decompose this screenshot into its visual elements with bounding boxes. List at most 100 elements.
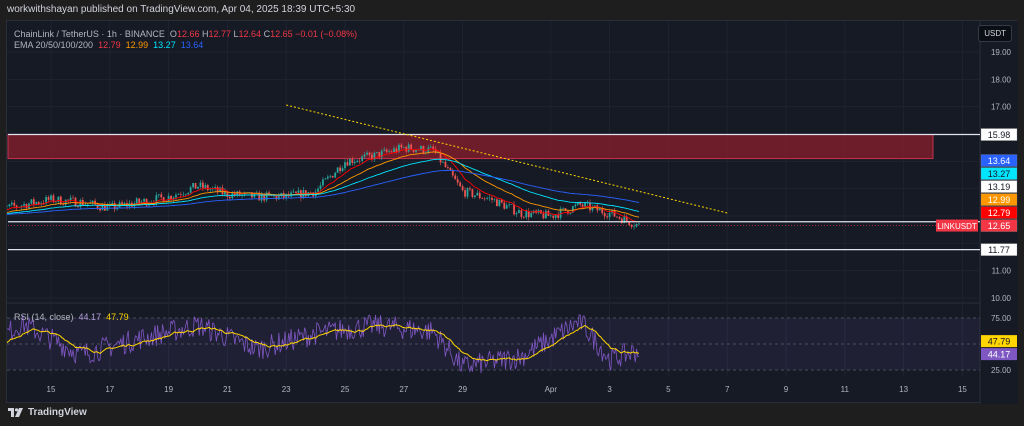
rsi-value-label: 47.79 bbox=[988, 337, 1011, 347]
candle-body bbox=[84, 204, 87, 206]
tradingview-logo[interactable]: TradingView bbox=[8, 407, 87, 418]
candle-body bbox=[476, 192, 479, 196]
candle-body bbox=[618, 217, 621, 219]
candle-body bbox=[356, 160, 359, 162]
ema200-line bbox=[7, 169, 640, 215]
candle-body bbox=[15, 205, 18, 208]
candle-body bbox=[177, 194, 180, 195]
candle-body bbox=[265, 192, 268, 201]
rsi-legend[interactable]: RSI (14, close) 44.17 47.79 bbox=[14, 312, 129, 322]
tradingview-logo-icon bbox=[8, 408, 23, 417]
candle-body bbox=[562, 208, 564, 209]
open-label: O bbox=[169, 29, 177, 39]
x-tick-label: 25 bbox=[341, 385, 350, 394]
price-label-text: 12.65 bbox=[988, 221, 1011, 231]
rsi-value-label-box bbox=[981, 348, 1017, 361]
x-tick-label: 15 bbox=[958, 385, 967, 394]
price-label-15.98: 15.98 bbox=[980, 128, 1018, 141]
candle-body bbox=[503, 202, 506, 209]
symbol-title[interactable]: ChainLink / TetherUS · 1h · BINANCE bbox=[14, 29, 165, 39]
candle-body bbox=[581, 204, 584, 207]
candle-body bbox=[7, 206, 8, 207]
candle-body bbox=[304, 190, 307, 197]
candle-body bbox=[432, 146, 435, 150]
x-tick-label: 5 bbox=[666, 385, 671, 394]
candle-body bbox=[606, 216, 609, 218]
candle-body bbox=[456, 179, 459, 183]
candle-body bbox=[91, 200, 94, 203]
candle-body bbox=[248, 192, 251, 193]
candle-body bbox=[162, 197, 165, 203]
candle-body bbox=[491, 197, 493, 200]
candle-body bbox=[23, 204, 25, 206]
candle-body bbox=[309, 192, 312, 193]
candle-body bbox=[400, 144, 403, 148]
rsi-ma-value: 47.79 bbox=[106, 312, 129, 322]
candle-body bbox=[209, 189, 212, 191]
candle-body bbox=[175, 194, 177, 198]
candle-body bbox=[388, 151, 390, 152]
x-tick-label: 27 bbox=[399, 385, 408, 394]
candle-body bbox=[55, 201, 57, 203]
high-value: 12.77 bbox=[208, 29, 232, 39]
price-tick-label: 10.00 bbox=[991, 294, 1012, 303]
candle-body bbox=[86, 203, 89, 205]
candle-body bbox=[69, 197, 72, 201]
close-label: C bbox=[263, 29, 271, 39]
candle-body bbox=[295, 191, 297, 193]
candle-body bbox=[104, 204, 106, 211]
candle-body bbox=[576, 202, 579, 205]
candle-body bbox=[204, 185, 207, 188]
x-tick-label: 29 bbox=[458, 385, 467, 394]
candle-body bbox=[292, 191, 295, 193]
candle-body bbox=[559, 208, 562, 218]
candle-body bbox=[608, 212, 611, 218]
price-tick-label: 18.00 bbox=[991, 75, 1012, 84]
candle-body bbox=[346, 162, 349, 166]
price-label-text: 12.79 bbox=[988, 208, 1011, 218]
price-label-text: 13.19 bbox=[988, 182, 1011, 192]
candle-body bbox=[574, 204, 577, 207]
candle-body bbox=[361, 156, 364, 161]
rsi-value-label-box bbox=[981, 335, 1017, 348]
price-label-13.27: 13.27 bbox=[980, 167, 1018, 180]
price-label-text: 15.98 bbox=[988, 130, 1011, 140]
candle-body bbox=[515, 213, 518, 215]
candle-body bbox=[99, 208, 101, 211]
price-label-box bbox=[980, 128, 1018, 141]
chart-panel[interactable]: 15 17 19 21 23 25 27 29 Apr 3 5 7 9 11 13 15 19.00 18.00 1… bbox=[6, 20, 1018, 404]
price-label-box bbox=[980, 206, 1018, 219]
candle-body bbox=[478, 192, 481, 199]
candle-body bbox=[336, 167, 339, 173]
candle-body bbox=[378, 152, 381, 158]
candle-body bbox=[317, 188, 319, 192]
candle-body bbox=[567, 210, 569, 214]
low-label: L bbox=[233, 29, 239, 39]
candle-body bbox=[189, 187, 192, 193]
candle-body bbox=[518, 210, 520, 214]
price-label-box bbox=[980, 180, 1018, 193]
candle-body bbox=[42, 203, 45, 204]
candle-body bbox=[64, 199, 67, 205]
candle-body bbox=[187, 192, 190, 195]
candle-body bbox=[598, 208, 601, 211]
rsi-ma-line bbox=[7, 324, 640, 362]
price-label-13.64: 13.64 bbox=[980, 154, 1018, 167]
candle-body bbox=[344, 162, 346, 169]
candle-body bbox=[263, 193, 266, 201]
candle-body bbox=[216, 187, 219, 192]
currency-button[interactable]: USDT bbox=[978, 25, 1012, 42]
rsi-value: 44.17 bbox=[78, 312, 102, 322]
candle-body bbox=[623, 216, 626, 224]
candle-body bbox=[420, 145, 422, 150]
candle-body bbox=[390, 151, 393, 153]
ema100-value: 13.27 bbox=[153, 40, 176, 50]
candle-body bbox=[481, 198, 484, 199]
candle-body bbox=[221, 187, 224, 195]
candle-body bbox=[170, 195, 172, 200]
price-chart[interactable]: 15 17 19 21 23 25 27 29 Apr 3 5 7 9 11 13 15 19.00 18.00 1… bbox=[7, 21, 1018, 404]
candle-body bbox=[59, 196, 62, 205]
candle-body bbox=[341, 168, 344, 172]
ema-legend[interactable]: EMA 20/50/100/200 12.79 12.99 13.27 13.6… bbox=[14, 40, 203, 50]
price-label-text: 12.99 bbox=[988, 195, 1011, 205]
